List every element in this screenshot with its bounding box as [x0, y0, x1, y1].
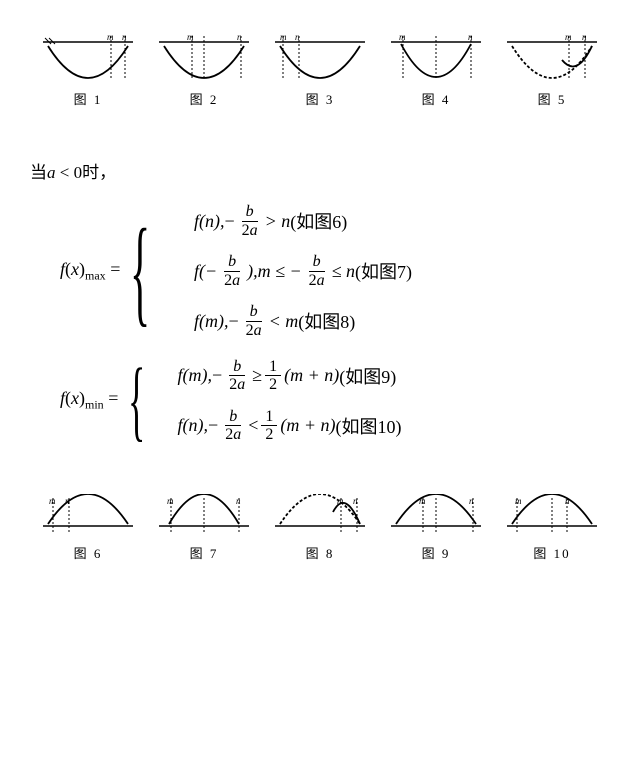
fraction: 12 — [265, 358, 281, 394]
figure-9: m n 图 9 — [378, 494, 494, 562]
figure-6: m n 图 6 — [30, 494, 146, 562]
fraction: b2a — [225, 358, 249, 394]
equation-fmin: f(x)min = { f(m), − b2a ≥ 12 (m + n) (如图… — [60, 358, 610, 444]
parabola-up-svg: m n — [43, 30, 133, 85]
fraction: b2a — [220, 253, 244, 289]
parabola-up-svg: m n — [507, 30, 597, 85]
figure-4: m n 图 4 — [378, 30, 494, 108]
figure-label: 图 7 — [146, 543, 262, 562]
fmax-case-2: f(− b2a ), m ≤ − b2a ≤ n (如图7) — [194, 253, 412, 289]
figure-label: 图 10 — [494, 543, 610, 562]
fmin-case-2: f(n), − b2a < 12 (m + n) (如图10) — [178, 408, 402, 444]
figure-label: 图 4 — [378, 89, 494, 108]
figure-3: m n 图 3 — [262, 30, 378, 108]
figure-8: m n 图 8 — [262, 494, 378, 562]
parabola-up-svg: m n — [159, 30, 249, 85]
figure-row-top: m n 图 1 m n 图 2 m n 图 3 — [30, 30, 610, 108]
parabola-down-svg: m n — [507, 494, 597, 539]
parabola-up-svg: m n — [391, 30, 481, 85]
figure-label: 图 8 — [262, 543, 378, 562]
figure-row-bottom: m n 图 6 m n 图 7 m n 图 8 — [30, 494, 610, 562]
figure-5: m n 图 5 — [494, 30, 610, 108]
figure-label: 图 2 — [146, 89, 262, 108]
fraction: b2a — [305, 253, 329, 289]
figure-1: m n 图 1 — [30, 30, 146, 108]
svg-text:m: m — [515, 496, 522, 506]
parabola-down-svg: m n — [275, 494, 365, 539]
fmin-cases: f(m), − b2a ≥ 12 (m + n) (如图9) f(n), − b… — [178, 358, 402, 444]
parabola-down-svg: m n — [43, 494, 133, 539]
svg-text:m: m — [187, 32, 194, 42]
svg-text:n: n — [469, 496, 474, 506]
parabola-down-svg: m n — [159, 494, 249, 539]
fmin-case-1: f(m), − b2a ≥ 12 (m + n) (如图9) — [178, 358, 402, 394]
brace-icon: { — [128, 360, 145, 441]
figure-label: 图 1 — [30, 89, 146, 108]
fraction: b2a — [242, 303, 266, 339]
svg-text:n: n — [353, 496, 358, 506]
figure-label: 图 9 — [378, 543, 494, 562]
svg-text:m: m — [167, 496, 174, 506]
paragraph-a-lt-0: 当a < 0时， — [30, 158, 610, 183]
figure-2: m n 图 2 — [146, 30, 262, 108]
fraction: b2a — [238, 203, 262, 239]
svg-text:m: m — [49, 496, 56, 506]
fmax-case-1: f(n), − b2a > n (如图6) — [194, 203, 412, 239]
fmax-case-3: f(m), − b2a < m (如图8) — [194, 303, 412, 339]
brace-icon: { — [130, 217, 150, 325]
svg-text:n: n — [236, 496, 241, 506]
fraction: 12 — [261, 408, 277, 444]
lhs-fmin: f(x)min = — [60, 388, 118, 413]
fraction: b2a — [221, 408, 245, 444]
figure-label: 图 3 — [262, 89, 378, 108]
figure-label: 图 6 — [30, 543, 146, 562]
figure-7: m n 图 7 — [146, 494, 262, 562]
lhs-fmax: f(x)max = — [60, 259, 120, 284]
parabola-up-svg: m n — [275, 30, 365, 85]
figure-10: m n 图 10 — [494, 494, 610, 562]
figure-label: 图 5 — [494, 89, 610, 108]
parabola-down-svg: m n — [391, 494, 481, 539]
fmax-cases: f(n), − b2a > n (如图6) f(− b2a ), m ≤ − b… — [194, 203, 412, 340]
equation-fmax: f(x)max = { f(n), − b2a > n (如图6) f(− b2… — [60, 203, 610, 340]
